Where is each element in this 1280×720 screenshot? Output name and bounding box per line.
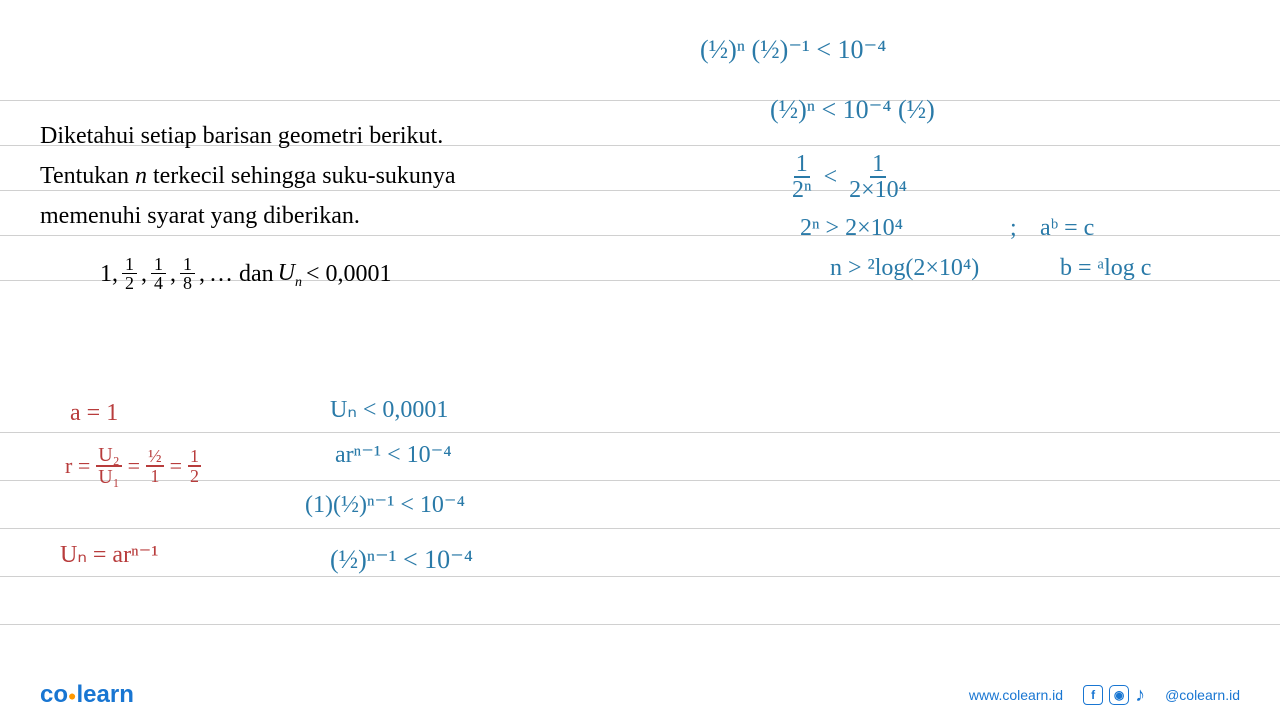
work-r: r = U₂ U₁ = ½ 1 = 1 2 [65, 445, 201, 487]
num: 1 [180, 255, 195, 274]
work-right-l3: 1 2ⁿ < 1 2×10⁴ [790, 152, 909, 202]
num: ½ [146, 447, 164, 467]
frac-1-8: 1 8 [180, 255, 195, 292]
social-icons: f ◉ ♪ [1083, 684, 1145, 707]
den: 2ⁿ [790, 178, 814, 202]
text: terkecil sehingga suku-sukunya [147, 163, 456, 189]
work-right-l4-note: aᵇ = c [1040, 215, 1094, 242]
frac-1-2: 1 2 [188, 447, 201, 485]
den: 2 [188, 467, 201, 485]
facebook-icon[interactable]: f [1083, 685, 1103, 705]
num: 1 [188, 447, 201, 467]
logo-co: co [40, 681, 68, 708]
problem-line2: Tentukan n terkecil sehingga suku-sukuny… [40, 158, 456, 194]
work-mid-l3: (1)(½)ⁿ⁻¹ < 10⁻⁴ [305, 490, 465, 519]
logo: co●learn [40, 681, 134, 709]
seq-1: 1, [100, 256, 118, 292]
U: U [278, 260, 295, 286]
den: 1 [148, 467, 161, 485]
den: 4 [151, 274, 166, 292]
work-mid-l2: arⁿ⁻¹ < 10⁻⁴ [335, 440, 452, 469]
work-un-formula: Uₙ = arⁿ⁻¹ [60, 540, 159, 569]
den: 2 [122, 274, 137, 292]
ruled-line [0, 576, 1280, 577]
work-a: a = 1 [70, 400, 118, 427]
condition: < 0,0001 [306, 256, 392, 292]
footer-url[interactable]: www.colearn.id [969, 687, 1063, 703]
problem-line1: Diketahui setiap barisan geometri beriku… [40, 118, 443, 154]
comma: , [199, 256, 205, 292]
work-right-l5: n > ²log(2×10⁴) [830, 255, 979, 282]
ruled-line [0, 100, 1280, 101]
comma: , [141, 256, 147, 292]
r-lhs: r = [65, 453, 90, 479]
lt: < [824, 164, 838, 191]
work-right-l4-semi: ; [1010, 215, 1017, 242]
den: 8 [180, 274, 195, 292]
ruled-line [0, 624, 1280, 625]
eq: = [170, 453, 182, 479]
footer-handle[interactable]: @colearn.id [1165, 687, 1240, 703]
frac-half-1: ½ 1 [146, 447, 164, 485]
logo-learn: learn [76, 681, 133, 708]
frac-lhs: 1 2ⁿ [790, 152, 814, 202]
problem-sequence: 1, 1 2 , 1 4 , 1 8 , … dan Un < 0,0001 [100, 255, 392, 293]
num: 1 [870, 152, 886, 178]
text: Tentukan [40, 163, 135, 189]
work-right-l4: 2ⁿ > 2×10⁴ [800, 215, 903, 242]
problem-line3: memenuhi syarat yang diberikan. [40, 198, 360, 234]
instagram-icon[interactable]: ◉ [1109, 685, 1129, 705]
frac-u2-u1: U₂ U₁ [96, 445, 121, 487]
work-mid-l1: Uₙ < 0,0001 [330, 395, 448, 424]
frac-1-4: 1 4 [151, 255, 166, 292]
Un: Un [278, 255, 302, 293]
work-right-l2: (½)ⁿ < 10⁻⁴ (½) [770, 95, 935, 125]
num: 1 [794, 152, 810, 178]
frac-rhs: 1 2×10⁴ [847, 152, 909, 202]
tiktok-icon[interactable]: ♪ [1135, 684, 1145, 707]
frac-1-2: 1 2 [122, 255, 137, 292]
footer: co●learn www.colearn.id f ◉ ♪ @colearn.i… [0, 670, 1280, 720]
num: 1 [122, 255, 137, 274]
sub-n: n [295, 275, 302, 290]
num: U₂ [96, 445, 121, 467]
seq-suffix: … dan [209, 256, 274, 292]
ruled-line [0, 528, 1280, 529]
work-right-l5-note: b = ᵃlog c [1060, 255, 1151, 282]
var-n: n [135, 163, 147, 189]
comma: , [170, 256, 176, 292]
ruled-line [0, 432, 1280, 433]
eq: = [128, 453, 140, 479]
den: 2×10⁴ [847, 178, 909, 202]
den: U₁ [96, 467, 121, 487]
footer-right: www.colearn.id f ◉ ♪ @colearn.id [969, 684, 1240, 707]
work-mid-l4: (½)ⁿ⁻¹ < 10⁻⁴ [330, 545, 473, 575]
work-right-l1: (½)ⁿ (½)⁻¹ < 10⁻⁴ [700, 35, 886, 65]
num: 1 [151, 255, 166, 274]
